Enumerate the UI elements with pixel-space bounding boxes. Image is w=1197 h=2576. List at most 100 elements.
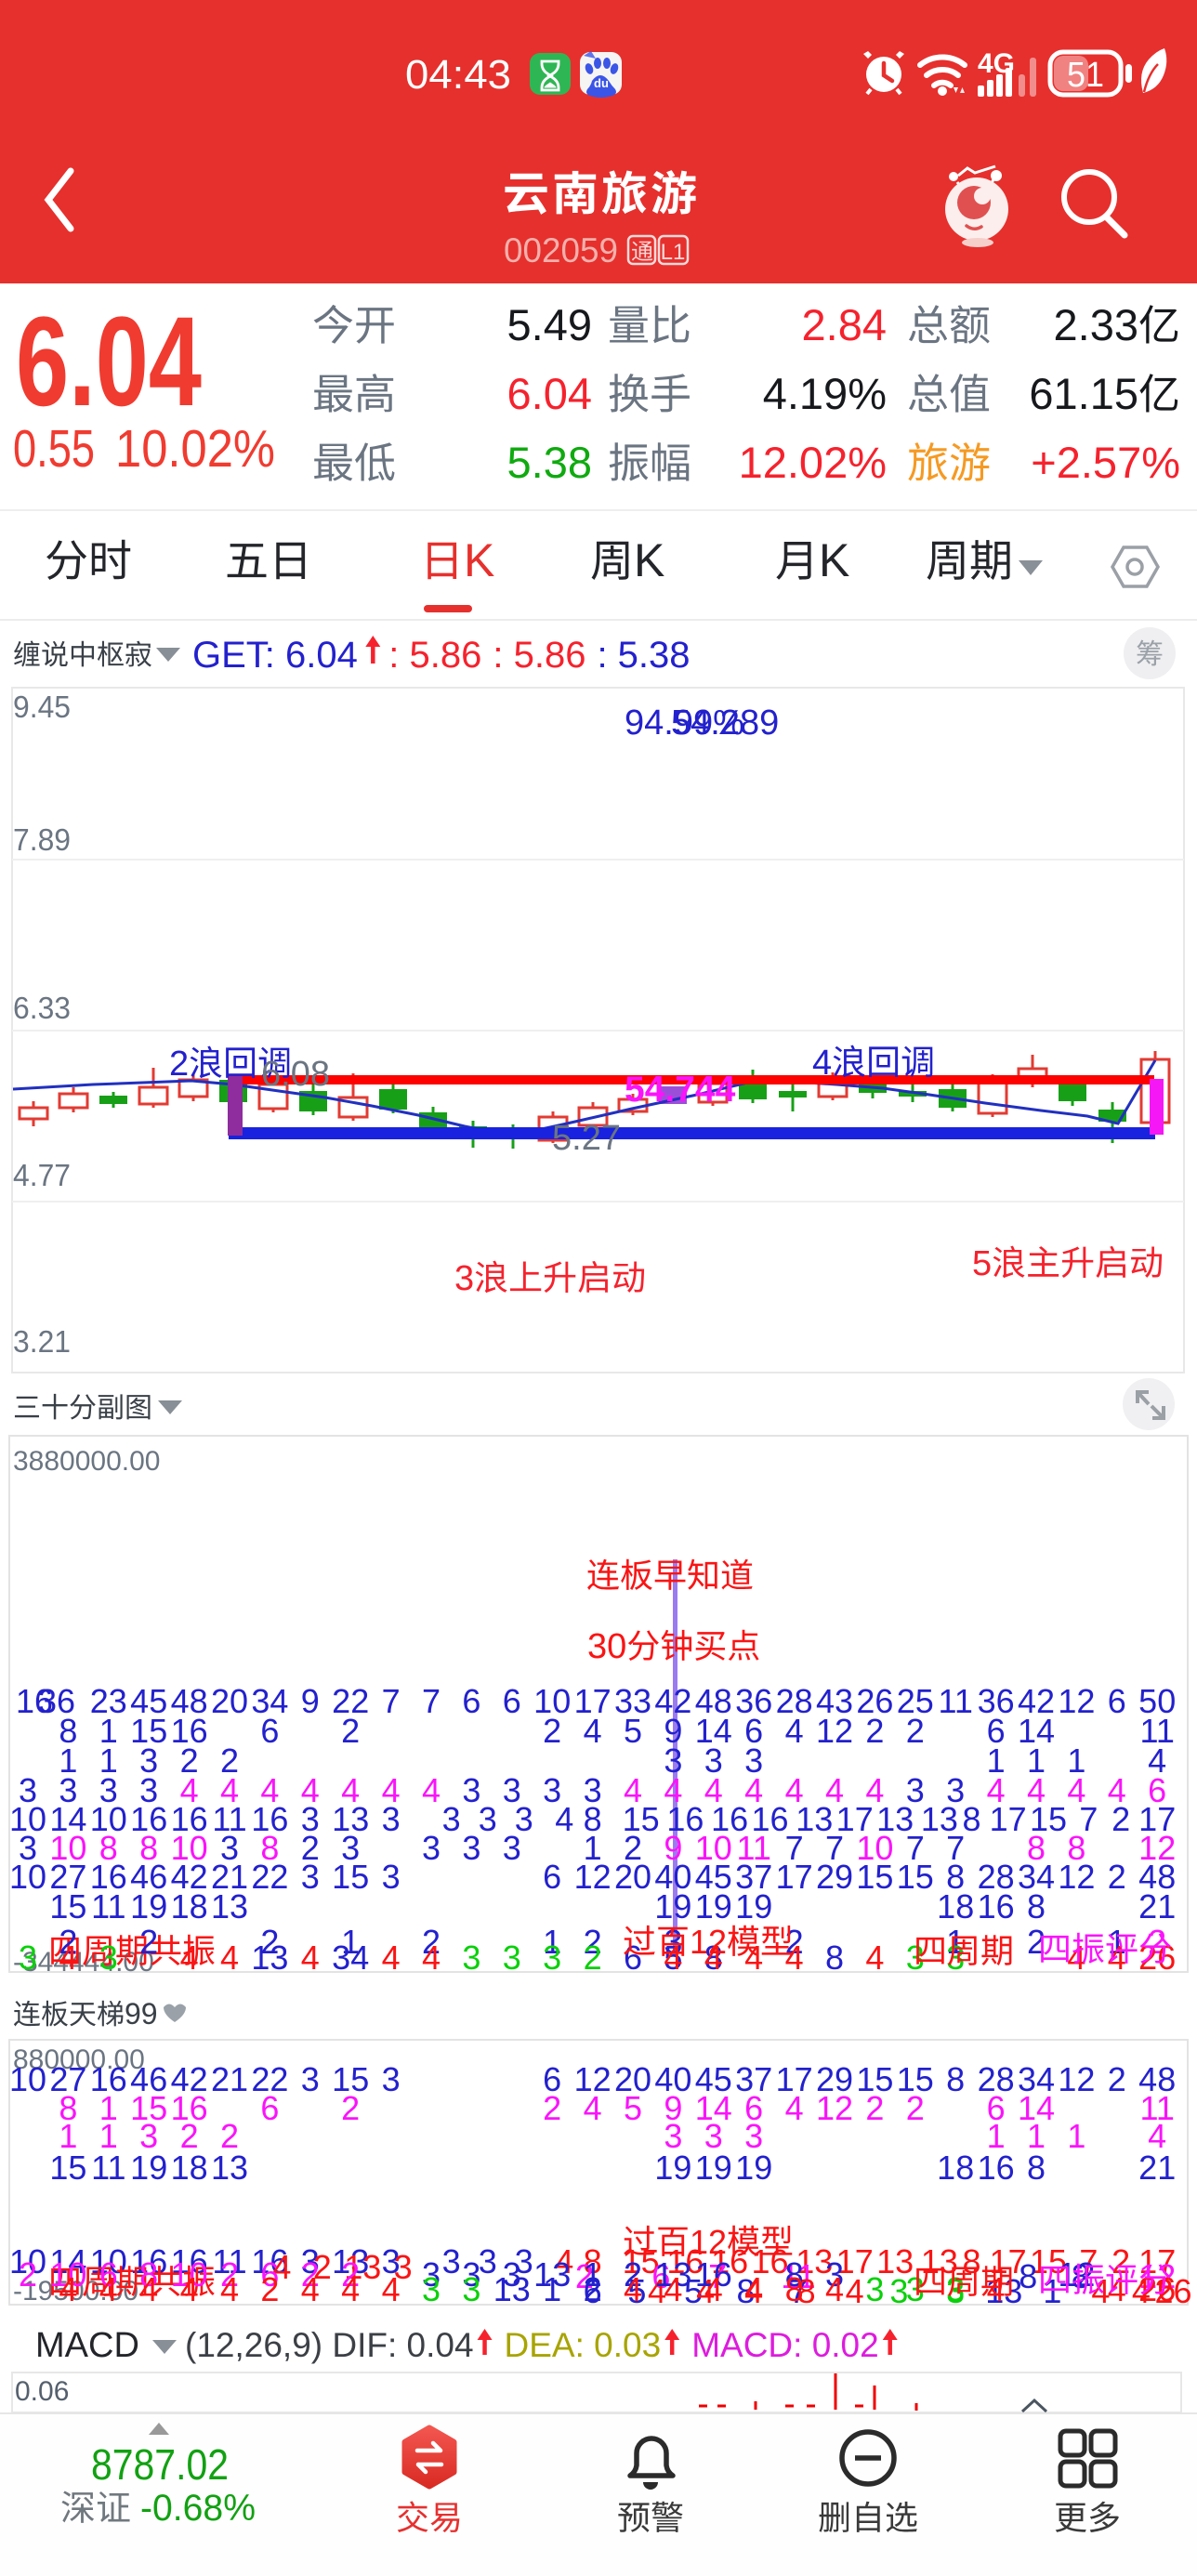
svg-text:16: 16 xyxy=(16,1682,53,1720)
svg-text:4: 4 xyxy=(341,1771,360,1809)
svg-text:7: 7 xyxy=(785,1829,804,1867)
svg-text:16: 16 xyxy=(90,2060,127,2098)
svg-text:19: 19 xyxy=(654,2149,691,2187)
svg-text:7: 7 xyxy=(422,1682,441,1720)
svg-text:48: 48 xyxy=(171,1682,208,1720)
svg-text:3: 3 xyxy=(515,1800,533,1838)
svg-text:27: 27 xyxy=(49,1858,86,1896)
svg-text:43: 43 xyxy=(816,1682,853,1720)
svg-text:4: 4 xyxy=(648,2272,666,2310)
svg-text:45: 45 xyxy=(695,2060,732,2098)
svg-text:18: 18 xyxy=(171,1887,208,1925)
svg-text:3: 3 xyxy=(394,2248,413,2286)
svg-text:16: 16 xyxy=(171,2089,208,2127)
svg-text:26: 26 xyxy=(856,1682,893,1720)
svg-text:8: 8 xyxy=(737,2272,756,2310)
svg-text:3: 3 xyxy=(543,1939,561,1977)
svg-text:2: 2 xyxy=(139,1923,158,1961)
svg-text:19: 19 xyxy=(695,2149,732,2187)
svg-text:36: 36 xyxy=(38,1682,75,1720)
svg-text:4: 4 xyxy=(555,2242,573,2280)
svg-text:21: 21 xyxy=(1138,2149,1176,2187)
svg-text:3: 3 xyxy=(19,1771,37,1809)
svg-text:2: 2 xyxy=(59,1923,77,1961)
svg-text:3: 3 xyxy=(382,1800,401,1838)
svg-text:1: 1 xyxy=(59,1741,77,1780)
svg-text:3: 3 xyxy=(220,1829,239,1867)
svg-text:3: 3 xyxy=(422,2270,441,2308)
svg-text:2: 2 xyxy=(865,2089,884,2127)
svg-text:1: 1 xyxy=(1027,2117,1046,2155)
svg-text:8: 8 xyxy=(99,1829,118,1867)
svg-text:3: 3 xyxy=(139,1771,158,1809)
svg-text:37: 37 xyxy=(735,1858,772,1896)
svg-text:1: 1 xyxy=(584,1829,602,1867)
svg-text:15: 15 xyxy=(49,2149,86,2187)
svg-text:(12,26,9) DIF: 0.04: (12,26,9) DIF: 0.04 xyxy=(185,2326,474,2364)
svg-text:3: 3 xyxy=(462,2270,480,2308)
svg-text:11: 11 xyxy=(91,1887,125,1925)
svg-text:3: 3 xyxy=(946,1939,965,1977)
svg-text:1: 1 xyxy=(1027,1741,1046,1780)
svg-text:25: 25 xyxy=(897,1682,934,1720)
svg-text:3: 3 xyxy=(99,1939,118,1977)
svg-text:6: 6 xyxy=(543,1858,561,1896)
svg-text:13: 13 xyxy=(493,2270,531,2308)
svg-text:4: 4 xyxy=(744,1771,763,1809)
svg-text:: 5.38: : 5.38 xyxy=(597,635,690,676)
svg-text:4: 4 xyxy=(59,2270,77,2308)
svg-text:8: 8 xyxy=(59,2089,77,2127)
svg-text:5.49: 5.49 xyxy=(507,300,592,349)
svg-text:1: 1 xyxy=(1067,2117,1085,2155)
svg-text:9: 9 xyxy=(664,1829,682,1867)
svg-text:MACD: 0.02: MACD: 0.02 xyxy=(691,2326,879,2364)
svg-text:1: 1 xyxy=(341,1923,360,1961)
svg-text:8: 8 xyxy=(785,2270,804,2308)
svg-text:4: 4 xyxy=(1148,1741,1166,1780)
svg-text:16: 16 xyxy=(752,2242,789,2280)
svg-text:4: 4 xyxy=(812,1044,832,1083)
svg-text:1: 1 xyxy=(99,2089,118,2127)
svg-text:2: 2 xyxy=(575,2257,594,2295)
svg-text:4: 4 xyxy=(301,1771,320,1809)
svg-text:40: 40 xyxy=(654,1858,691,1896)
svg-text:46: 46 xyxy=(130,1858,167,1896)
svg-text:4.19%: 4.19% xyxy=(763,369,887,418)
svg-text:2: 2 xyxy=(584,1923,602,1961)
svg-text:17: 17 xyxy=(776,1858,813,1896)
svg-text:8: 8 xyxy=(963,1800,981,1838)
svg-text:3: 3 xyxy=(543,1771,561,1809)
svg-text:1: 1 xyxy=(987,1741,1006,1780)
svg-text:16: 16 xyxy=(752,1800,789,1838)
svg-text:9: 9 xyxy=(301,1682,320,1720)
svg-text:40: 40 xyxy=(654,2060,691,2098)
svg-text:13: 13 xyxy=(344,2248,381,2286)
svg-text:19: 19 xyxy=(130,1887,167,1925)
svg-text:4: 4 xyxy=(624,1771,642,1809)
svg-text:15: 15 xyxy=(897,1858,934,1896)
svg-text:10: 10 xyxy=(49,1829,86,1867)
svg-text:+2.57%: +2.57% xyxy=(1031,438,1180,487)
svg-text:6: 6 xyxy=(260,2089,279,2127)
svg-text:3: 3 xyxy=(422,1829,441,1867)
svg-text:3: 3 xyxy=(584,1771,602,1809)
svg-text:30: 30 xyxy=(587,1627,626,1666)
svg-text:3: 3 xyxy=(479,1800,497,1838)
svg-text:3: 3 xyxy=(99,1771,118,1809)
svg-text:4: 4 xyxy=(664,1771,682,1809)
svg-text:14: 14 xyxy=(49,1800,86,1838)
svg-text:4: 4 xyxy=(704,1771,723,1809)
svg-text:22: 22 xyxy=(332,1682,369,1720)
svg-text:4: 4 xyxy=(220,2270,239,2308)
svg-text:17: 17 xyxy=(836,2242,874,2280)
svg-text:K: K xyxy=(634,534,664,586)
svg-text:10: 10 xyxy=(9,1858,46,1896)
svg-text:4: 4 xyxy=(382,2270,401,2308)
svg-text:4: 4 xyxy=(987,1771,1006,1809)
svg-text:4: 4 xyxy=(422,1939,441,1977)
svg-text:4: 4 xyxy=(744,2272,763,2310)
svg-text:2: 2 xyxy=(906,1712,925,1750)
svg-text:3: 3 xyxy=(503,2255,521,2293)
svg-text:8: 8 xyxy=(704,1939,723,1977)
svg-text:1: 1 xyxy=(99,1712,118,1750)
